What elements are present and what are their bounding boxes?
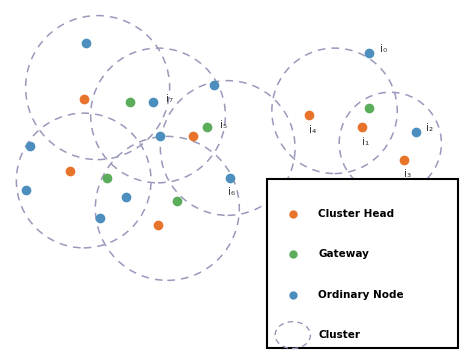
- Text: i₁: i₁: [363, 137, 370, 147]
- Text: Gateway: Gateway: [318, 249, 369, 260]
- Text: i₀: i₀: [380, 44, 387, 54]
- Text: i₅: i₅: [220, 120, 227, 130]
- Text: i₄: i₄: [309, 125, 316, 135]
- Text: Cluster: Cluster: [318, 330, 360, 340]
- Text: i₇: i₇: [166, 94, 173, 104]
- Text: i₂: i₂: [426, 123, 433, 133]
- Text: Ordinary Node: Ordinary Node: [318, 290, 404, 300]
- Text: i₃: i₃: [404, 169, 411, 179]
- FancyBboxPatch shape: [267, 179, 457, 348]
- Text: Cluster Head: Cluster Head: [318, 209, 394, 219]
- Text: i₆: i₆: [228, 187, 235, 197]
